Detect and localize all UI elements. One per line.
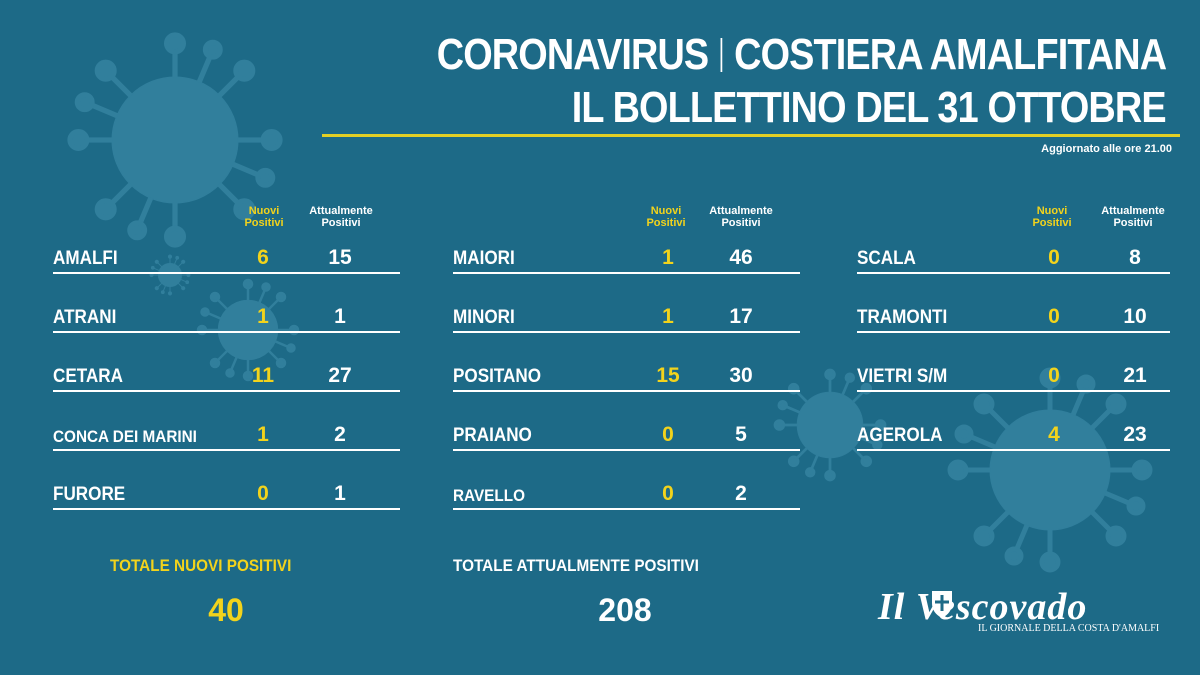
title-region: COSTIERA AMALFITANA [733,30,1167,79]
header-nuovi-col1: Nuovi Positivi [244,205,284,229]
town-name: FURORE [53,484,126,505]
town-name: AMALFI [53,248,118,269]
table-row: SCALA 0 8 [857,246,1170,274]
table-row: ATRANI 1 1 [53,305,400,333]
row-underline [53,508,400,510]
table-row: MINORI 1 17 [453,305,800,333]
table-row: VIETRI S/M 0 21 [857,364,1170,392]
town-name: MAIORI [453,248,515,269]
attualmente-positivi-value: 1 [334,482,346,505]
attualmente-positivi-value: 1 [334,305,346,328]
attualmente-positivi-value: 8 [1129,246,1141,269]
town-name: VIETRI S/M [857,366,948,387]
table-row: CONCA DEI MARINI 1 2 [53,423,400,451]
attualmente-positivi-value: 10 [1123,305,1147,328]
update-time: Aggiornato alle ore 21.00 [1041,143,1172,155]
total-nuovi-value: 40 [208,592,244,628]
header-attuali-col1: Attualmente Positivi [309,205,373,229]
il-vescovado-logo: Il Vescovado IL GIORNALE DELLA COSTA D'A… [878,585,1168,640]
nuovi-positivi-value: 1 [257,423,269,446]
town-name: CETARA [53,366,123,387]
nuovi-positivi-value: 15 [656,364,680,387]
nuovi-positivi-value: 0 [1048,364,1060,387]
nuovi-positivi-value: 1 [662,305,674,328]
row-underline [53,449,400,451]
row-underline [53,390,400,392]
nuovi-positivi-value: 0 [1048,246,1060,269]
row-underline [53,272,400,274]
row-underline [453,331,800,333]
total-nuovi-label: TOTALE NUOVI POSITIVI [110,556,292,575]
nuovi-positivi-value: 1 [662,246,674,269]
town-name: SCALA [857,248,916,269]
town-name: ATRANI [53,307,117,328]
row-underline [453,508,800,510]
title-divider [322,134,1180,137]
header-attuali-col2: Attualmente Positivi [709,205,773,229]
table-row: MAIORI 1 46 [453,246,800,274]
total-attuali-label: TOTALE ATTUALMENTE POSITIVI [453,556,699,575]
nuovi-positivi-value: 4 [1048,423,1060,446]
attualmente-positivi-value: 5 [735,423,747,446]
table-row: TRAMONTI 0 10 [857,305,1170,333]
logo-tagline: IL GIORNALE DELLA COSTA D'AMALFI [978,623,1160,634]
town-name: CONCA DEI MARINI [53,427,197,446]
attualmente-positivi-value: 2 [735,482,747,505]
town-name: MINORI [453,307,515,328]
table-row: AGEROLA 4 23 [857,423,1170,451]
page-title: CORONAVIRUS COSTIERA AMALFITANA [436,30,1167,80]
table-row: AMALFI 6 15 [53,246,400,274]
row-underline [857,272,1170,274]
nuovi-positivi-value: 0 [662,423,674,446]
table-row: RAVELLO 0 2 [453,482,800,510]
nuovi-positivi-value: 1 [257,305,269,328]
town-name: TRAMONTI [857,307,948,328]
row-underline [857,449,1170,451]
attualmente-positivi-value: 30 [729,364,753,387]
nuovi-positivi-value: 0 [1048,305,1060,328]
row-underline [453,272,800,274]
table-row: FURORE 0 1 [53,482,400,510]
shield-icon [932,591,952,618]
row-underline [453,390,800,392]
logo-wordmark: Il Vescovado [878,586,1088,628]
attualmente-positivi-value: 2 [334,423,346,446]
attualmente-positivi-value: 23 [1123,423,1147,446]
nuovi-positivi-value: 0 [257,482,269,505]
row-underline [453,449,800,451]
attualmente-positivi-value: 27 [328,364,352,387]
header-nuovi-col2: Nuovi Positivi [646,205,686,229]
table-row: CETARA 11 27 [53,364,400,392]
page-subtitle: IL BOLLETTINO DEL 31 OTTOBRE [571,83,1167,132]
header-nuovi-col3: Nuovi Positivi [1032,205,1072,229]
nuovi-positivi-value: 11 [251,364,275,387]
total-attuali-value: 208 [598,592,652,628]
attualmente-positivi-value: 17 [729,305,753,328]
title-coronavirus: CORONAVIRUS [436,30,709,79]
nuovi-positivi-value: 6 [257,246,269,269]
attualmente-positivi-value: 21 [1123,364,1147,387]
row-underline [857,331,1170,333]
attualmente-positivi-value: 15 [328,246,352,269]
town-name: RAVELLO [453,486,525,505]
town-name: PRAIANO [453,425,532,446]
town-name: POSITANO [453,366,542,387]
title-separator [720,38,722,72]
table-row: POSITANO 15 30 [453,364,800,392]
row-underline [857,390,1170,392]
nuovi-positivi-value: 0 [662,482,674,505]
row-underline [53,331,400,333]
town-name: AGEROLA [857,425,943,446]
table-row: PRAIANO 0 5 [453,423,800,451]
header-attuali-col3: Attualmente Positivi [1101,205,1165,229]
attualmente-positivi-value: 46 [729,246,753,269]
